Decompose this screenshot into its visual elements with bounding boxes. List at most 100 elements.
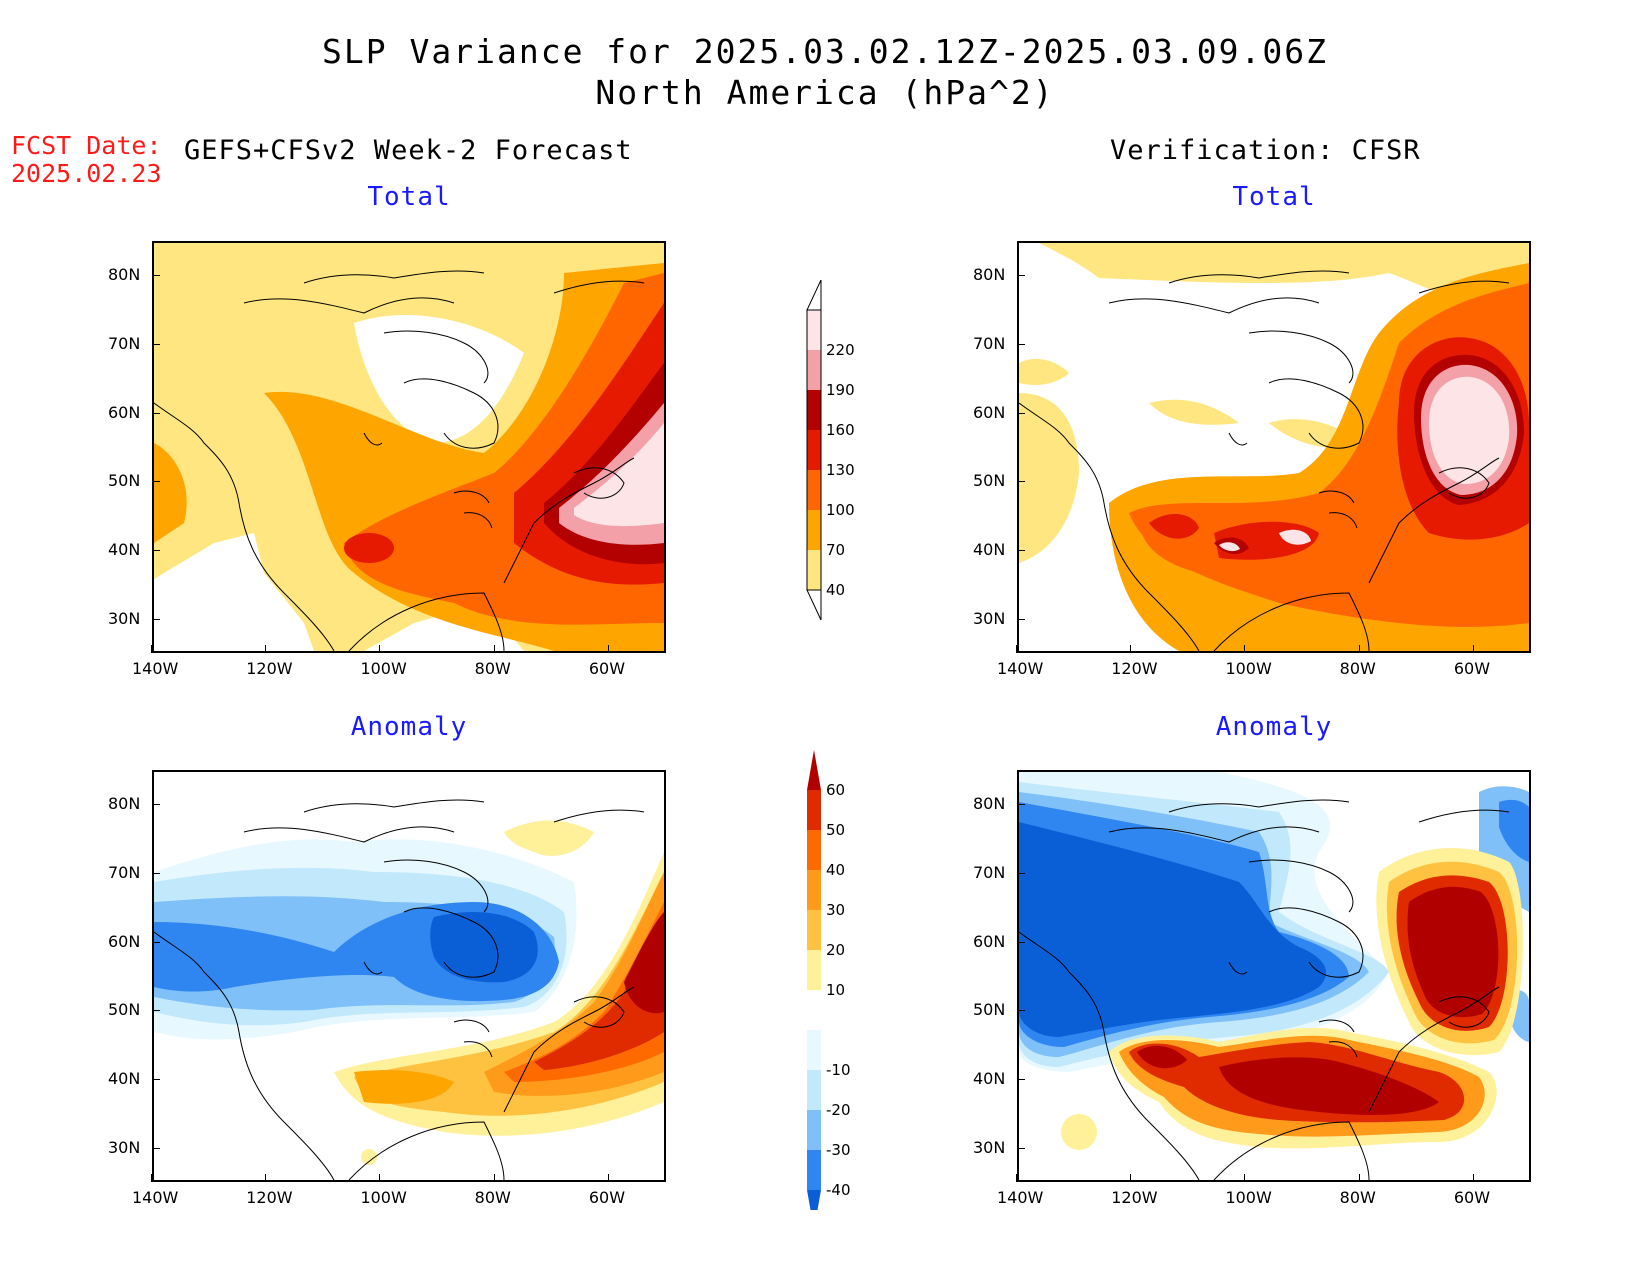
verification-total-lon-label: 60W <box>1453 659 1491 678</box>
verification-total-lat-tick <box>1017 412 1025 414</box>
forecast-total-lat-tick <box>152 481 160 483</box>
forecast-total-lon-label: 100W <box>360 659 407 678</box>
verification-anomaly-lat-tick <box>1017 1010 1025 1012</box>
verification-anomaly-lon-label: 120W <box>1111 1188 1158 1207</box>
verification-total-lon-tick <box>1016 645 1017 653</box>
fcst-date-value: 2025.02.23 <box>11 159 162 188</box>
colorbar-tip-bottom <box>807 1190 821 1210</box>
colorbar-segment <box>807 1030 821 1070</box>
verification-total-lat-tick <box>1017 275 1025 277</box>
panel-title-forecast-anomaly: Anomaly <box>350 712 468 742</box>
verification-total-lat-label: 40N <box>973 540 1006 559</box>
verification-total-lat-label: 70N <box>973 334 1006 353</box>
colorbar-segment <box>807 830 821 870</box>
forecast-total-lat-tick <box>152 618 160 620</box>
colorbar-level-label: 100 <box>826 501 855 519</box>
colorbar-segment <box>807 550 821 590</box>
verification-anomaly-lon-tick <box>1016 1174 1017 1182</box>
verification-total-lon-tick <box>1472 645 1474 653</box>
forecast-anomaly-lat-tick <box>152 1010 160 1012</box>
verification-anomaly-lon-label: 140W <box>997 1188 1044 1207</box>
verification-anomaly-lon-tick <box>1244 1174 1246 1182</box>
colorbar-segment <box>807 310 821 350</box>
colorbar-level-label: 30 <box>826 901 846 919</box>
verification-anomaly-lon-label: 60W <box>1453 1188 1491 1207</box>
forecast-anomaly-lat-label: 30N <box>108 1137 141 1157</box>
colorbar-level-label: -30 <box>826 1141 851 1159</box>
verification-anomaly-lon-tick <box>1472 1174 1474 1182</box>
colorbar-segment <box>807 1070 821 1110</box>
colorbar-level-label: 60 <box>826 781 846 799</box>
colorbar-segment <box>807 990 821 1030</box>
forecast-anomaly-lat-tick <box>152 873 160 874</box>
total-colorbar <box>806 280 822 620</box>
colorbar-segment <box>807 350 821 390</box>
forecast-total-lon-tick <box>379 645 381 653</box>
verification-header: Verification: CFSR <box>1110 135 1421 166</box>
forecast-anomaly-lat-tick <box>152 1079 160 1080</box>
verification-anomaly-lon-label: 100W <box>1225 1188 1272 1207</box>
fcst-date-label: FCST Date: <box>11 131 162 160</box>
forecast-total-lon-label: 120W <box>246 659 293 678</box>
forecast-anomaly-lat-tick <box>152 804 160 806</box>
forecast-anomaly-lat-label: 40N <box>108 1069 141 1088</box>
colorbar-level-label: -40 <box>826 1181 851 1199</box>
colorbar-tip-bottom <box>806 589 822 620</box>
forecast-total-lat-label: 70N <box>108 334 141 353</box>
verification-anomaly-lat-label: 40N <box>973 1069 1006 1088</box>
forecast-anomaly-lon-label: 80W <box>474 1188 511 1207</box>
verification-total-lat-label: 60N <box>973 402 1006 422</box>
forecast-anomaly-lon-tick <box>265 1174 267 1182</box>
colorbar-level-label: 190 <box>826 381 855 399</box>
forecast-total-lat-label: 60N <box>108 402 141 422</box>
forecast-anomaly-lat-label: 50N <box>108 1000 141 1020</box>
verification-total-lon-label: 100W <box>1225 659 1272 678</box>
verification-total-lat-tick <box>1017 618 1025 620</box>
forecast-anomaly-lon-label: 100W <box>360 1188 407 1207</box>
colorbar-segment <box>807 870 821 910</box>
forecast-anomaly-lon-label: 120W <box>246 1188 293 1207</box>
forecast-total-lat-tick <box>152 344 160 345</box>
main-title: SLP Variance for 2025.03.02.12Z-2025.03.… <box>322 32 1328 71</box>
forecast-anomaly-lon-tick <box>379 1174 381 1182</box>
forecast-total-lon-tick <box>151 645 152 653</box>
colorbar-level-label: -20 <box>826 1101 851 1119</box>
colorbar-segment <box>807 1110 821 1150</box>
colorbar-level-label: -10 <box>826 1061 851 1079</box>
verification-total-lat-tick <box>1017 481 1025 483</box>
verification-total-lon-tick <box>1358 645 1360 653</box>
verification-anomaly-lat-label: 80N <box>973 794 1006 814</box>
forecast-total-lon-label: 140W <box>132 659 179 678</box>
forecast-total-map <box>152 241 666 653</box>
forecast-total-lat-label: 80N <box>108 265 141 285</box>
verification-anomaly-lat-tick <box>1017 1147 1025 1149</box>
forecast-total-lon-label: 80W <box>474 659 511 678</box>
colorbar-segment <box>807 510 821 550</box>
forecast-total-lat-label: 50N <box>108 471 141 491</box>
colorbar-level-label: 20 <box>826 941 846 959</box>
verification-total-lat-tick <box>1017 550 1025 551</box>
colorbar-tip-top <box>806 280 822 311</box>
forecast-total-lat-label: 40N <box>108 540 141 559</box>
forecast-anomaly-lon-label: 60W <box>588 1188 626 1207</box>
verification-anomaly-lon-tick <box>1358 1174 1360 1182</box>
forecast-anomaly-lon-tick <box>493 1174 495 1182</box>
forecast-anomaly-lat-label: 70N <box>108 863 141 882</box>
verification-anomaly-lat-tick <box>1017 804 1025 806</box>
verification-anomaly-lat-tick <box>1017 1079 1025 1080</box>
verification-anomaly-lat-label: 30N <box>973 1137 1006 1157</box>
forecast-anomaly-lon-tick <box>607 1174 609 1182</box>
forecast-anomaly-lat-label: 60N <box>108 931 141 951</box>
colorbar-segment <box>807 950 821 990</box>
forecast-anomaly-lon-tick <box>151 1174 152 1182</box>
forecast-total-lat-tick <box>152 275 160 277</box>
forecast-total-lat-label: 30N <box>108 608 141 628</box>
verification-anomaly-lon-label: 80W <box>1339 1188 1376 1207</box>
colorbar-level-label: 130 <box>826 461 855 479</box>
forecast-anomaly-lon-label: 140W <box>132 1188 179 1207</box>
verification-anomaly-lat-tick <box>1017 873 1025 874</box>
verification-total-lon-tick <box>1130 645 1132 653</box>
colorbar-segment <box>807 470 821 510</box>
colorbar-level-label: 160 <box>826 421 855 439</box>
forecast-anomaly-lat-tick <box>152 941 160 943</box>
